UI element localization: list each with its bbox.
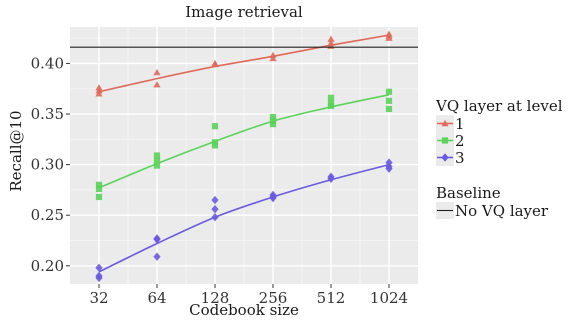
series-2-point <box>153 152 161 159</box>
legend-label-baseline: No VQ layer <box>455 201 549 220</box>
legend-item-series-3: 3 <box>436 148 563 167</box>
y-tick-label: 0.35 <box>31 105 64 123</box>
legend-item-baseline: No VQ layer <box>436 201 563 220</box>
legend: VQ layer at level 1 2 3 Baseline No VQ l… <box>436 97 563 220</box>
series-1-point <box>385 34 393 41</box>
legend-label-series-3: 3 <box>455 148 465 167</box>
major-gridlines <box>70 27 418 284</box>
series-2-trend-line <box>98 94 390 189</box>
series-1-trend-line <box>98 34 390 93</box>
series-2-point <box>211 123 219 130</box>
y-axis-label: Recall@10 <box>7 110 25 192</box>
key-2-glyph <box>436 149 454 166</box>
axis-ticks: 0.20 0.25 0.30 0.35 0.40 32 64 128 256 512 1024 <box>31 54 409 307</box>
legend-key-marker <box>441 119 449 127</box>
series-2-point <box>327 94 335 101</box>
series-2-point <box>95 193 103 201</box>
x-tick-label: 256 <box>259 289 288 307</box>
series-1-point <box>211 60 219 68</box>
series-1-point <box>95 90 103 97</box>
series-3-point <box>385 164 393 173</box>
legend-item-series-2: 2 <box>436 131 563 150</box>
series-2-point <box>269 113 277 121</box>
x-tick-label: 32 <box>89 289 108 307</box>
series-2-point <box>327 102 335 110</box>
legend-item-series-1: 1 <box>436 114 563 133</box>
x-tick-label: 128 <box>201 289 230 307</box>
legend-key-series-2 <box>436 132 454 149</box>
chart-title: Image retrieval <box>185 3 303 21</box>
series-3-point <box>269 193 277 203</box>
legend-key-baseline <box>436 202 454 219</box>
series-3-point <box>211 204 219 214</box>
series-2 <box>95 88 393 201</box>
x-tick-label: 64 <box>147 289 166 307</box>
series-2-point <box>385 105 393 113</box>
minor-gridlines <box>70 27 418 284</box>
legend-key-series-1 <box>436 115 454 132</box>
x-tick-label: 512 <box>317 289 346 307</box>
key-1-glyph <box>436 132 454 149</box>
series-2-point <box>385 97 393 104</box>
legend-baseline-title: Baseline <box>436 184 501 202</box>
series-3-point <box>211 213 219 222</box>
series-2-point <box>153 157 161 164</box>
series-2-point <box>269 121 277 128</box>
series-3-point <box>153 235 161 244</box>
y-tick-label: 0.25 <box>31 206 64 224</box>
y-tick-label: 0.20 <box>31 257 64 275</box>
series-3-point <box>211 195 219 205</box>
series-2-point <box>153 162 161 169</box>
x-tick-label: 1024 <box>370 289 408 307</box>
series-2-point <box>95 181 103 188</box>
legend-title: VQ layer at level <box>436 97 563 115</box>
series-2-point <box>95 185 103 192</box>
legend-key-marker <box>441 137 449 144</box>
series-2-point <box>385 88 393 95</box>
legend-label-series-2: 2 <box>455 131 465 150</box>
series-3 <box>95 158 393 283</box>
y-tick-label: 0.30 <box>31 156 64 174</box>
series-1-point <box>153 68 161 76</box>
series-3-point <box>95 263 103 273</box>
series-3-point <box>327 174 335 183</box>
legend-key-series-3 <box>436 149 454 166</box>
series-3-trend-line <box>98 163 390 273</box>
series-1-point <box>327 35 335 42</box>
series-3-point <box>95 273 103 283</box>
key-0-glyph <box>436 115 454 132</box>
series-1-point <box>153 81 161 88</box>
series-1 <box>95 30 393 97</box>
series-2-point <box>211 142 219 149</box>
series-layer <box>95 30 393 283</box>
legend-key-marker <box>441 153 449 162</box>
series-1-point <box>269 54 277 62</box>
x-axis-label: Codebook size <box>189 301 299 319</box>
series-3-point <box>153 252 161 261</box>
legend-label-series-1: 1 <box>455 114 465 133</box>
y-tick-label: 0.40 <box>31 54 64 72</box>
key-baseline-glyph <box>436 202 454 219</box>
